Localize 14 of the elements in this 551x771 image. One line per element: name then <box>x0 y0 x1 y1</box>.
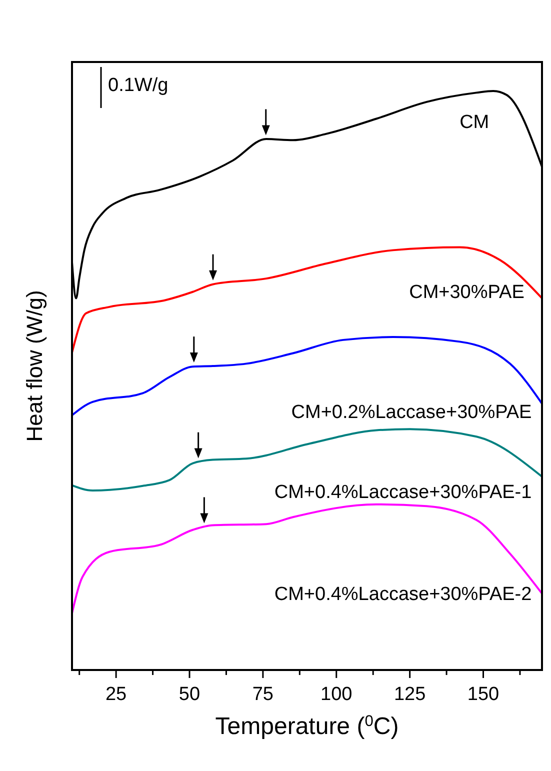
series-label: CM <box>460 112 490 133</box>
x-tick-label: 150 <box>467 684 500 705</box>
y-axis-title: Heat flow (W/g) <box>22 290 47 442</box>
annotation: 0.1W/g <box>108 75 168 96</box>
series-label: CM+0.2%Laccase+30%PAE <box>291 402 532 423</box>
x-tick-label: 75 <box>252 684 274 705</box>
x-tick-label: 25 <box>105 684 127 705</box>
x-axis-title: Temperature ($^{0}$C) <box>215 712 399 740</box>
series-label: CM+0.4%Laccase+30%PAE-2 <box>274 584 532 605</box>
x-tick-label: 100 <box>320 684 352 705</box>
series-label: CM+0.4%Laccase+30%PAE-1 <box>274 482 532 503</box>
x-tick-label: 125 <box>394 684 426 705</box>
x-tick-label: 50 <box>178 684 200 705</box>
series-label: CM+30%PAE <box>409 282 524 303</box>
